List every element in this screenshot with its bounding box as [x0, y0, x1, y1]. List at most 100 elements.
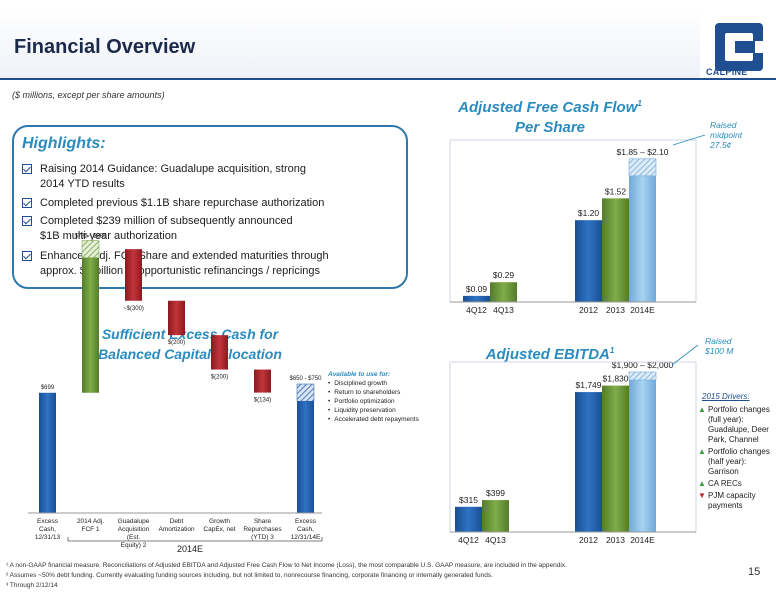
x-tick-label: 2013: [606, 305, 625, 315]
driver-text: CA RECs: [708, 479, 742, 488]
list-item: Portfolio optimization: [328, 397, 419, 406]
arrow-up-icon: ▲: [698, 479, 706, 488]
chart-bar: [602, 198, 629, 302]
calpine-logo-icon: [715, 23, 765, 71]
drivers-title: 2015 Drivers:: [702, 392, 750, 401]
charts-canvas: $0.09 4Q12 $0.29 4Q13 $1.20 2012 $1.52 2013 $1.8…: [28, 134, 706, 554]
available-list: Disciplined growth Return to shareholder…: [328, 379, 419, 424]
available-title: Available to use for:: [328, 371, 391, 378]
chart-bar-range: [628, 158, 657, 177]
x-tick-label: 2012: [579, 535, 598, 545]
chart-bar: [482, 500, 509, 532]
x-tick-label: Acquisition: [118, 526, 150, 533]
note-text: $100 M: [705, 346, 734, 356]
highlight-text: Raising 2014 Guidance: Guadalupe acquisi…: [40, 163, 307, 175]
driver-item: ▼ PJM capacity payments: [698, 491, 776, 511]
waterfall-bar: [211, 335, 228, 370]
fcf-callout-line: [672, 134, 706, 146]
x-tick-label: Excess: [295, 518, 317, 525]
chart-bar: [490, 282, 517, 302]
data-label: $1.85 – $2.10: [617, 147, 669, 157]
driver-item: ▲ Portfolio changes (full year): Guadalup…: [698, 405, 776, 445]
checkbox-checked-icon: [22, 164, 32, 174]
waterfall-bar: [82, 257, 99, 393]
data-label: $1.20: [578, 208, 600, 218]
bracket-2014e-label: 2014E: [177, 544, 203, 554]
chart-bar: [463, 295, 490, 302]
excess-title-text: Balanced Capital Allocation: [98, 346, 282, 362]
x-tick-label: Guadalupe: [118, 518, 150, 525]
x-tick-label: 4Q12: [458, 535, 479, 545]
driver-item: ▲ Portfolio changes (half year): Garrison: [698, 447, 776, 477]
ebitda-raised-note: Raised $100 M: [705, 336, 733, 356]
note-text: midpoint: [710, 130, 743, 140]
page-number: 15: [748, 566, 761, 578]
chart-bar: [575, 392, 602, 532]
x-tick-label: Growth: [209, 518, 230, 525]
x-tick-label: Share: [254, 518, 272, 525]
data-label: $399: [486, 488, 505, 498]
x-tick-label: 4Q13: [485, 535, 506, 545]
x-tick-label: 12/31/14E: [291, 534, 321, 541]
header: Financial Overview CALPINE: [0, 0, 776, 86]
page-title: Financial Overview: [14, 36, 196, 58]
data-label: $1.52: [605, 186, 627, 196]
chart-bar-range: [628, 371, 657, 381]
data-label: $650 - $750: [289, 376, 322, 382]
x-tick-label: 4Q12: [466, 305, 487, 315]
driver-text: Portfolio changes (full year): Guadalupe…: [708, 405, 770, 444]
ebitda-chart-title: Adjusted EBITDA1: [470, 341, 630, 365]
data-label: $0.29: [493, 270, 515, 280]
x-tick-label: CapEx, net: [203, 526, 235, 533]
footnote: ² Assumes ~50% debt funding. Currently e…: [6, 572, 493, 579]
fcf-chart-frame: [449, 139, 697, 303]
x-tick-label: Repurchases: [243, 526, 282, 533]
highlight-item: Completed previous $1.1B share repurchas…: [22, 196, 324, 211]
waterfall-bar-range: [296, 383, 315, 402]
available-uses: Available to use for: Disciplined growth…: [328, 370, 419, 424]
arrow-up-icon: ▲: [698, 405, 706, 414]
fcf-raised-note: Raised midpoint 27.5¢: [710, 120, 742, 150]
x-tick-label: Excess: [37, 518, 59, 525]
chart-bar: [575, 220, 602, 302]
footnotes: ¹ A non-GAAP financial measure. Reconcil…: [6, 561, 567, 591]
data-label: ~$(300): [123, 306, 144, 312]
waterfall-bar-range: [81, 240, 100, 259]
ebitda-title-sup: 1: [609, 346, 615, 355]
data-label: $1,830: [603, 374, 629, 384]
waterfall-bar: [254, 369, 271, 393]
checkbox-checked-icon: [22, 251, 32, 261]
x-tick-label: (YTD) 3: [251, 534, 274, 541]
fcf-chart-title: Adjusted Free Cash Flow1 Per Share: [440, 94, 660, 138]
waterfall-bar: [297, 401, 314, 513]
chart-bar: [602, 385, 629, 532]
highlight-text: Completed previous $1.1B share repurchas…: [40, 197, 325, 209]
highlight-text: approx. $6 billion of opportunistic refi…: [40, 265, 321, 277]
units-subtitle: ($ millions, except per share amounts): [12, 90, 165, 100]
chart-bar: [629, 380, 656, 532]
note-text: Raised: [705, 336, 732, 346]
x-tick-label: Cash,: [39, 526, 56, 533]
data-label: $1,749: [576, 380, 602, 390]
arrow-up-icon: ▲: [698, 447, 706, 456]
highlight-item: Enhanced Adj. FCF/Share and extended mat…: [22, 249, 329, 279]
x-tick-label: Amortization: [158, 526, 195, 533]
x-tick-label: 2012: [579, 305, 598, 315]
highlight-text: Enhanced Adj. FCF/Share and extended mat…: [40, 250, 329, 262]
chart-layer: $0.09 4Q12 $0.29 4Q13 $1.20 2012 $1.52 2013 $1.8…: [35, 147, 674, 549]
arrow-down-icon: ▼: [698, 491, 706, 500]
note-text: 27.5¢: [710, 140, 732, 150]
list-item: Liquidity preservation: [328, 406, 419, 415]
highlight-text: 2014 YTD results: [40, 178, 125, 190]
highlight-text: Completed $239 million of subsequently a…: [40, 215, 293, 227]
x-tick-label: (Est.: [127, 534, 141, 541]
ebitda-title-text: Adjusted EBITDA: [485, 346, 610, 363]
highlight-item: Completed $239 million of subsequently a…: [22, 214, 293, 244]
excess-chart-title: Sufficient Excess Cash for Balanced Capi…: [60, 324, 320, 364]
chart-bar: [455, 506, 482, 532]
ebitda-callout-line: [671, 344, 699, 366]
waterfall-bar: [39, 392, 56, 513]
data-label: $(200): [211, 375, 228, 381]
checkbox-checked-icon: [22, 198, 32, 208]
data-label: $699: [41, 385, 55, 391]
